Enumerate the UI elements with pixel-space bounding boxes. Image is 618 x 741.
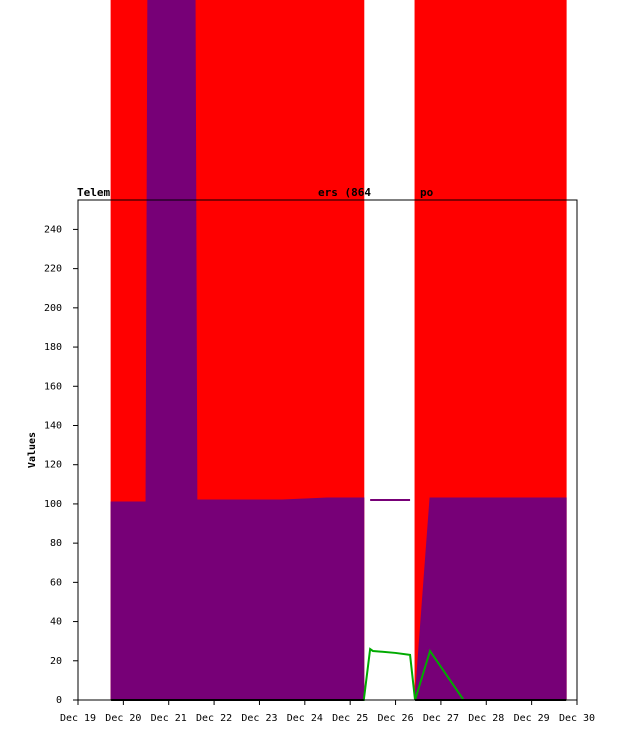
chart-title: ers (864: [318, 186, 371, 199]
x-tick-label: Dec 20: [105, 713, 141, 724]
y-tick-label: 0: [56, 695, 62, 706]
y-tick-label: 200: [44, 303, 62, 314]
x-tick-label: Dec 24: [287, 713, 323, 724]
x-tick-label: Dec 29: [514, 713, 550, 724]
x-tick-label: Dec 28: [468, 713, 504, 724]
x-tick-label: Dec 23: [241, 713, 277, 724]
plot-frame: [77, 199, 578, 701]
y-tick-label: 100: [44, 499, 62, 510]
x-tick-label: Dec 22: [196, 713, 232, 724]
y-tick-label: 120: [44, 460, 62, 471]
y-tick-label: 80: [50, 538, 62, 549]
y-tick-label: 240: [44, 224, 62, 235]
y-tick-label: 160: [44, 381, 62, 392]
y-tick-label: 20: [50, 656, 62, 667]
y-tick-label: 220: [44, 264, 62, 275]
x-tick-label: Dec 19: [60, 713, 96, 724]
y-tick-label: 140: [44, 420, 62, 431]
x-tick-label: Dec 25: [332, 713, 368, 724]
area: [414, 497, 567, 701]
y-tick-label: 60: [50, 577, 62, 588]
x-tick-label: Dec 27: [423, 713, 459, 724]
y-axis-label: Values: [27, 432, 38, 468]
x-tick-label: Dec 26: [377, 713, 413, 724]
y-tick-label: 180: [44, 342, 62, 353]
x-tick-label: Dec 30: [559, 713, 595, 724]
chart-title: po: [420, 186, 434, 199]
chart-title: Telem: [77, 186, 110, 199]
y-tick-label: 40: [50, 617, 62, 628]
x-tick-label: Dec 21: [151, 713, 187, 724]
